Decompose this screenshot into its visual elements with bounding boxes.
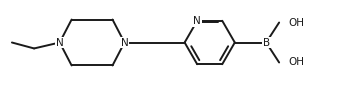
Text: N: N [56, 37, 63, 48]
Text: B: B [263, 37, 270, 48]
Text: N: N [121, 37, 128, 48]
Text: OH: OH [288, 57, 304, 67]
Text: OH: OH [288, 18, 304, 28]
Text: N: N [193, 16, 201, 26]
